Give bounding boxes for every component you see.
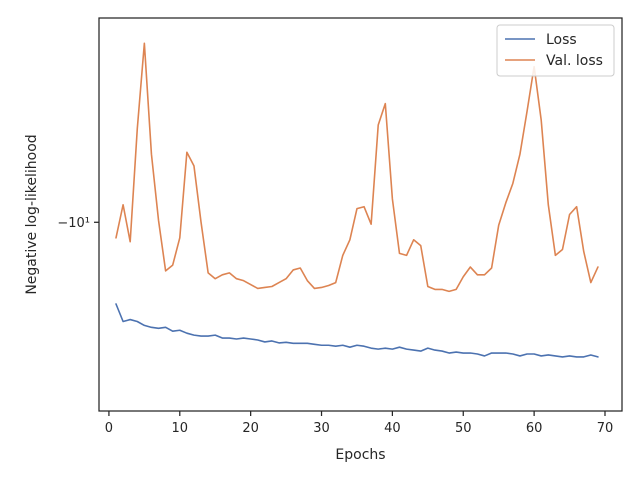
legend-val-loss-label: Val. loss: [546, 53, 603, 69]
y-tick-label: −10¹: [57, 216, 90, 231]
legend-loss-label: Loss: [546, 32, 577, 48]
series-layer: [115, 42, 599, 358]
x-tick-label: 30: [313, 421, 330, 436]
legend-box: [496, 24, 615, 77]
y-axis-ticks: −10¹: [57, 216, 99, 231]
val-loss-series-line: [115, 42, 599, 293]
legend: Loss Val. loss: [496, 24, 615, 77]
x-tick-label: 20: [242, 421, 259, 436]
y-axis-label: Negative log-likelihood: [24, 134, 40, 294]
axes-frame: [98, 17, 623, 412]
x-tick-label: 40: [384, 421, 401, 436]
x-axis-ticks: 0 10 20 30 40 50 60 70: [105, 411, 613, 436]
x-tick-label: 70: [597, 421, 614, 436]
loss-series-line: [115, 303, 599, 358]
x-axis-label: Epochs: [335, 447, 385, 463]
x-tick-label: 60: [526, 421, 543, 436]
x-tick-label: 10: [172, 421, 189, 436]
x-tick-label: 0: [105, 421, 113, 436]
x-tick-label: 50: [455, 421, 472, 436]
plot-area: −10¹ 0 10 20 30 40 50 60 70: [57, 17, 623, 436]
